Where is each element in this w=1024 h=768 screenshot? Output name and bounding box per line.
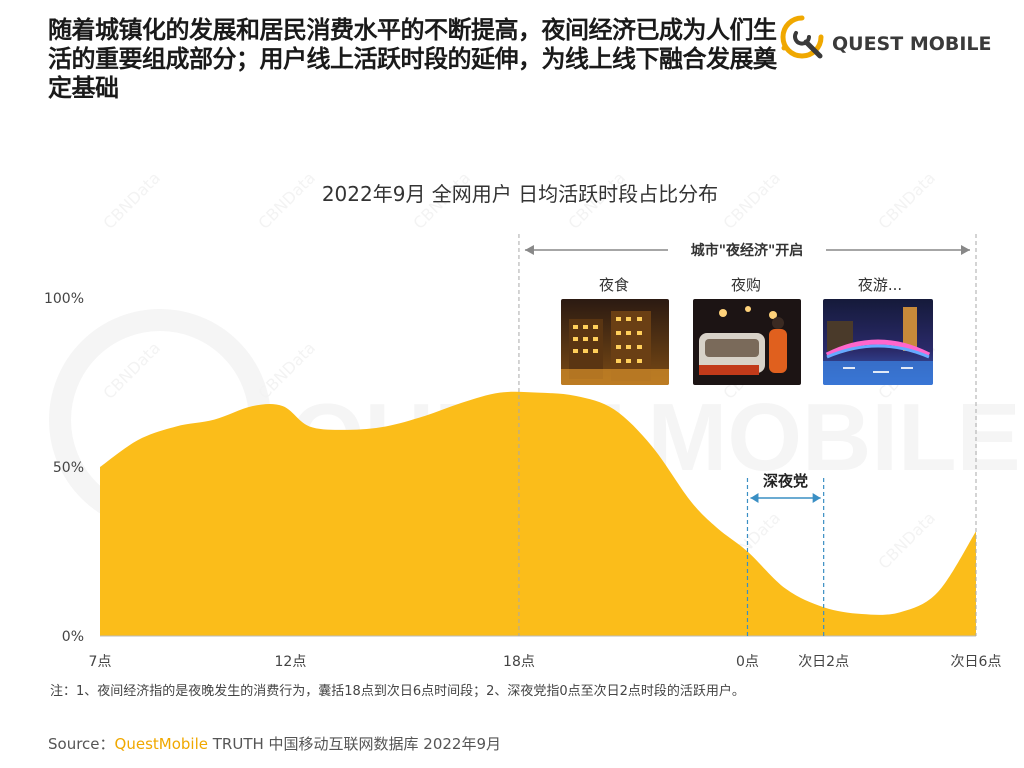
photo-label: 夜食 <box>599 276 629 294</box>
photo-label: 夜购 <box>731 276 761 294</box>
quest-mobile-logo-icon <box>780 15 824 59</box>
watermark-text: CBNData <box>564 168 629 233</box>
chart-title: 2022年9月 全网用户 日均活跃时段占比分布 <box>321 182 719 206</box>
watermark-text: CBNData <box>719 168 784 233</box>
watermark-text: CBNData <box>874 508 939 573</box>
watermark-text: CBNData <box>99 338 164 403</box>
quest-mobile-logo: QUEST MOBILE <box>776 12 1006 62</box>
late-night-label: 深夜党 <box>763 472 808 490</box>
x-tick-label: 次日6点 <box>951 654 1002 670</box>
watermark-text: CBNData <box>409 168 474 233</box>
headline: 随着城镇化的发展和居民消费水平的不断提高，夜间经济已成为人们生活的重要组成部分；… <box>48 16 777 102</box>
y-tick-label: 0% <box>62 629 84 645</box>
source-line: Source：QuestMobile TRUTH 中国移动互联网数据库 2022… <box>48 733 501 754</box>
night-economy-arrowhead-left <box>524 245 534 255</box>
night-food-photo <box>561 299 669 385</box>
source-prefix: Source： <box>48 735 115 753</box>
y-tick-label: 50% <box>53 460 84 476</box>
late-night-arrowhead-left <box>750 493 759 503</box>
x-tick-label: 18点 <box>503 654 535 670</box>
activity-area <box>100 391 976 636</box>
y-tick-label: 100% <box>44 291 84 307</box>
source-brand: QuestMobile <box>114 735 208 753</box>
watermark-text: CBNData <box>99 168 164 233</box>
x-tick-label: 次日2点 <box>798 654 849 670</box>
watermark-text: CBNData <box>254 168 319 233</box>
x-tick-label: 12点 <box>275 654 307 670</box>
night-shopping-photo <box>693 299 801 385</box>
footnote: 注：1、夜间经济指的是夜晚发生的消费行为，囊括18点到次日6点时间段；2、深夜党… <box>50 684 745 699</box>
source-rest: TRUTH 中国移动互联网数据库 2022年9月 <box>207 735 502 753</box>
x-tick-label: 7点 <box>89 654 112 670</box>
night-economy-arrowhead-right <box>961 245 970 255</box>
night-tour-photo <box>823 299 933 385</box>
photo-label: 夜游... <box>858 276 902 294</box>
late-night-arrowhead-right <box>812 493 821 503</box>
x-tick-label: 0点 <box>736 654 759 670</box>
watermark-text: CBNData <box>874 168 939 233</box>
night-economy-label: 城市"夜经济"开启 <box>691 242 804 259</box>
logo-text: QUEST MOBILE <box>832 33 992 55</box>
